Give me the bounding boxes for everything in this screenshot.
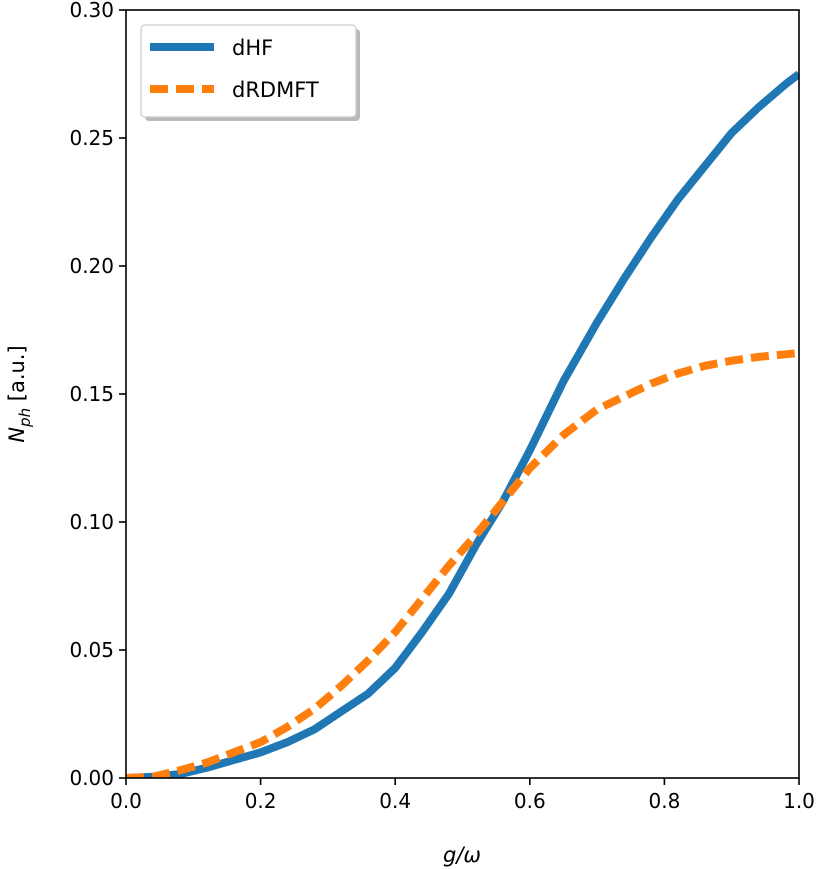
plot-frame [125,9,800,779]
x-axis: 0.0 0.2 0.4 0.6 0.8 1.0 [110,778,815,813]
y-tick-label: 0.15 [69,382,114,406]
x-axis-label: g/ω [443,843,481,867]
legend-label-drdmft: dRDMFT [232,78,319,102]
y-tick-label: 0.05 [69,638,114,662]
y-tick-label: 0.25 [69,126,114,150]
y-tick-label: 0.30 [69,0,114,22]
x-tick-label: 1.0 [783,789,815,813]
series-line-drdmft [126,349,799,778]
y-tick-label: 0.20 [69,254,114,278]
series-layer [126,70,799,778]
y-tick-label: 0.10 [69,510,114,534]
x-tick-label: 0.4 [379,789,411,813]
y-axis: 0.00 0.05 0.10 0.15 0.20 0.25 0.30 [69,0,126,790]
x-tick-label: 0.2 [245,789,277,813]
x-tick-label: 0.6 [514,789,546,813]
x-tick-label: 0.8 [648,789,680,813]
series-line-dhf [126,70,799,778]
y-tick-label: 0.00 [69,766,114,790]
legend: dHF dRDMFT [140,24,360,121]
x-tick-label: 0.0 [110,789,142,813]
legend-label-dhf: dHF [232,36,273,60]
y-axis-label: Nph [a.u.] [5,345,34,442]
